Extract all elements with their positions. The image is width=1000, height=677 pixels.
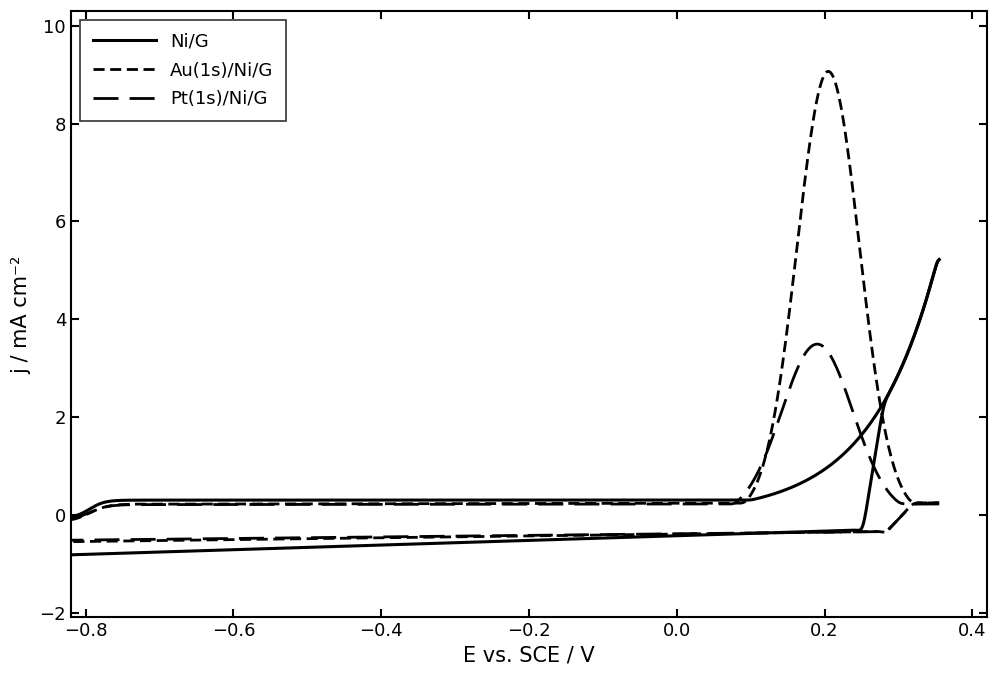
Pt(1s)/Ni/G	[447, 500, 459, 508]
Pt(1s)/Ni/G	[154, 500, 166, 508]
Au(1s)/Ni/G	[758, 460, 770, 468]
Pt(1s)/Ni/G	[742, 485, 754, 494]
Au(1s)/Ni/G	[661, 499, 673, 507]
Pt(1s)/Ni/G	[933, 500, 945, 508]
Line: Au(1s)/Ni/G: Au(1s)/Ni/G	[71, 71, 939, 519]
Pt(1s)/Ni/G	[416, 500, 428, 508]
Au(1s)/Ni/G	[822, 67, 834, 75]
Ni/G	[65, 512, 77, 521]
Line: Pt(1s)/Ni/G: Pt(1s)/Ni/G	[71, 344, 939, 519]
Pt(1s)/Ni/G	[811, 340, 823, 348]
Pt(1s)/Ni/G	[758, 456, 770, 464]
Pt(1s)/Ni/G	[661, 500, 673, 508]
Ni/G	[933, 256, 945, 264]
Legend: Ni/G, Au(1s)/Ni/G, Pt(1s)/Ni/G: Ni/G, Au(1s)/Ni/G, Pt(1s)/Ni/G	[80, 20, 286, 121]
Ni/G	[758, 493, 770, 501]
Au(1s)/Ni/G	[933, 499, 945, 507]
Au(1s)/Ni/G	[154, 500, 166, 508]
Au(1s)/Ni/G	[416, 500, 428, 508]
Au(1s)/Ni/G	[447, 500, 459, 508]
Pt(1s)/Ni/G	[65, 515, 77, 523]
Ni/G	[742, 496, 754, 504]
Y-axis label: j / mA cm⁻²: j / mA cm⁻²	[11, 255, 31, 374]
X-axis label: E vs. SCE / V: E vs. SCE / V	[463, 646, 595, 666]
Ni/G	[661, 496, 673, 504]
Ni/G	[154, 496, 166, 504]
Au(1s)/Ni/G	[65, 515, 77, 523]
Ni/G	[447, 496, 459, 504]
Ni/G	[416, 496, 428, 504]
Au(1s)/Ni/G	[742, 495, 754, 503]
Line: Ni/G: Ni/G	[71, 260, 939, 517]
